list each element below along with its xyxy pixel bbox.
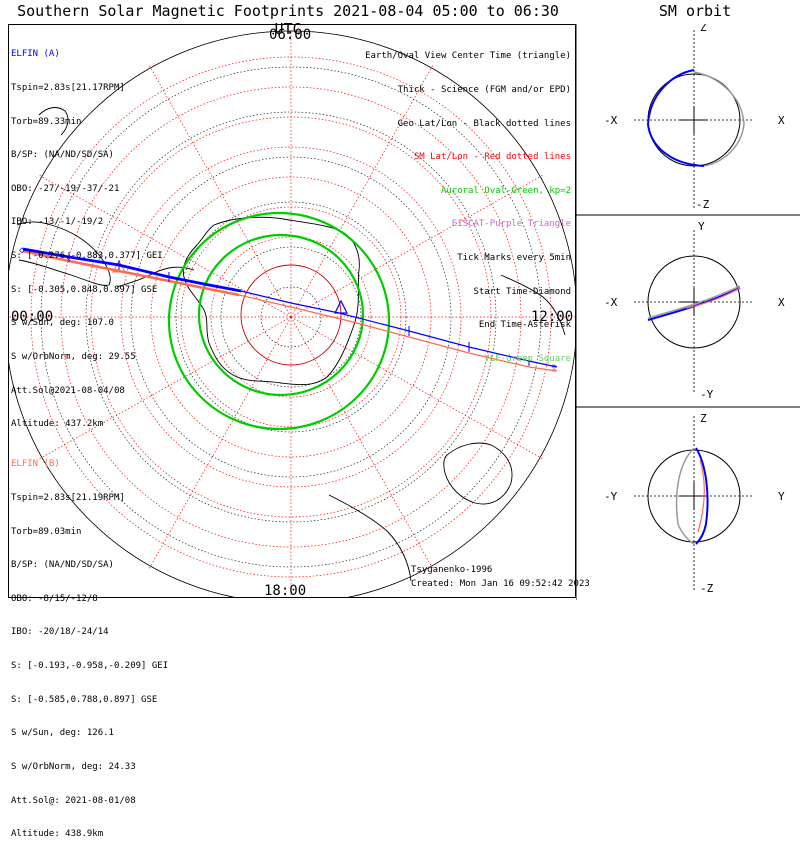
- axis-label-left: -Y: [604, 490, 618, 503]
- elfin-a-track: ◇ *: [19, 245, 558, 374]
- elfin-b-track: *: [22, 249, 558, 378]
- orbit-view-xy: Y -Y -X X: [604, 220, 785, 401]
- elfin-b-line: Altitude: 438.9km: [11, 829, 104, 840]
- orbit-view-xz: Z -Z -X X: [604, 21, 785, 211]
- axis-label-top: Z: [700, 24, 707, 34]
- elfin-a-line: S: [-0.305,0.848,0.897] GSE: [11, 284, 158, 295]
- coast-right: [500, 274, 566, 336]
- legend-item: EISCAT-Purple Triangle: [451, 219, 571, 230]
- elfin-a-line: Tspin=2.83s[21.17RPM]: [11, 83, 125, 94]
- elfin-b-line: IBO: -20/18/-24/14: [11, 627, 109, 638]
- elfin-a-line: IBO: -13/-1/-19/2: [11, 217, 104, 228]
- elfin-a-line: B/SP: (NA/ND/SD/SA): [11, 150, 114, 161]
- legend: Earth/Oval View Center Time (triangle) T…: [365, 29, 571, 388]
- axis-label-top: Y: [698, 220, 705, 233]
- elfin-b-line: Tspin=2.83s[21.19RPM]: [11, 493, 125, 504]
- sm-orbit-panel: Z -Z -X X Y -Y -X X: [575, 21, 800, 600]
- axis-label-right: Y: [778, 490, 785, 503]
- elfin-a-start-diamond: ◇: [19, 245, 25, 256]
- antarctica-coastline: [182, 216, 360, 386]
- legend-item: Earth/Oval View Center Time (triangle): [365, 51, 571, 62]
- footer-created: Created: Mon Jan 16 09:52:42 2023: [411, 579, 590, 589]
- elfin-b-line: Att.Sol@: 2021-08-01/08: [11, 795, 136, 806]
- footprint-map-panel: * ◇ * 06:00 00:00 12:00 18:00 ELFIN (A): [8, 24, 590, 839]
- sm-pole-circle: [240, 264, 342, 366]
- elfin-a-name: ELFIN (A): [11, 49, 60, 60]
- elfin-b-line: OBO: -8/15/-12/8: [11, 593, 98, 604]
- coast-lower: [328, 494, 412, 582]
- legend-item: Start Time-Diamond: [473, 286, 571, 297]
- sm-grid: [9, 30, 575, 597]
- elfin-b-line: S w/Sun, deg: 126.1: [11, 728, 114, 739]
- legend-item: SM Lat/Lon - Red dotted lines: [413, 152, 571, 163]
- map-boundary: [9, 30, 575, 597]
- clock-label-top: 06:00: [269, 27, 311, 43]
- clock-label-right: 12:00: [531, 309, 573, 325]
- orbit-title: SM orbit: [658, 2, 732, 20]
- australia-coast: [443, 442, 513, 505]
- axis-label-right: X: [778, 114, 785, 127]
- footprint-map: * ◇ * 06:00 00:00 12:00 18:00: [9, 27, 575, 597]
- elfin-a-info: ELFIN (A) Tspin=2.83s[21.17RPM] Torb=89.…: [11, 27, 163, 453]
- axis-label-left: -X: [604, 114, 618, 127]
- axis-label-bottom: -Z: [696, 198, 710, 211]
- elfin-a-line: S: [-0.276,-0.883,0.377] GEI: [11, 251, 163, 262]
- axis-label-left: -X: [604, 296, 618, 309]
- elfin-b-info: ELFIN (B) Tspin=2.83s[21.19RPM] Torb=89.…: [11, 437, 168, 863]
- axis-label-bottom: -Z: [700, 582, 714, 595]
- elfin-a-line: OBO: -27/-19/-37/-21: [11, 183, 120, 194]
- elfin-a-end-asterisk: *: [551, 363, 557, 374]
- elfin-a-line: S w/OrbNorm, deg: 29.55: [11, 351, 136, 362]
- elfin-b-line: B/SP: (NA/ND/SD/SA): [11, 560, 114, 571]
- elfin-b-end-asterisk: *: [551, 367, 557, 378]
- elfin-a-line: Att.Sol@2021-08-04/08: [11, 385, 125, 396]
- elfin-a-tick-marks: [68, 252, 530, 366]
- footer-author: Tsyganenko-1996: [411, 565, 493, 575]
- auroral-oval: [167, 211, 391, 431]
- elfin-b-line: Torb=89.03min: [11, 526, 82, 537]
- legend-item: Auroral Oval-Green, kp=2: [440, 185, 571, 196]
- axis-label-top: Z: [700, 412, 707, 425]
- legend-item: Geo Lat/Lon - Black dotted lines: [397, 118, 571, 129]
- clock-label-left: 00:00: [11, 309, 53, 325]
- elfin-a-center-triangle: [334, 299, 348, 314]
- south-america-coast: [16, 221, 111, 286]
- elfin-a-line: Altitude: 437.2km: [11, 419, 104, 430]
- elfin-a-line: S w/Sun, deg: 107.0: [11, 318, 114, 329]
- sm-orbit-views: Z -Z -X X Y -Y -X X: [575, 21, 800, 600]
- axis-label-bottom: -Y: [700, 388, 714, 401]
- elfin-b-line: S: [-0.585,0.788,0.897] GSE: [11, 694, 158, 705]
- axis-label-right: X: [778, 296, 785, 309]
- legend-item: Tick Marks every 5min: [457, 253, 571, 264]
- legend-item: VLF-Green Square: [484, 353, 571, 364]
- legend-item: Thick - Science (FGM and/or EPD): [397, 85, 571, 96]
- elfin-b-line: S: [-0.193,-0.958,-0.209] GEI: [11, 661, 169, 672]
- elfin-b-line: S w/OrbNorm, deg: 24.33: [11, 761, 136, 772]
- elfin-a-line: Torb=89.33min: [11, 116, 82, 127]
- coast-upper-left: [38, 107, 69, 136]
- elfin-b-name: ELFIN (B): [11, 459, 60, 470]
- clock-label-bottom: 18:00: [264, 583, 306, 597]
- orbit-view-yz: Z -Z -Y Y: [604, 412, 785, 595]
- legend-item: End Time-Asterisk: [478, 320, 571, 331]
